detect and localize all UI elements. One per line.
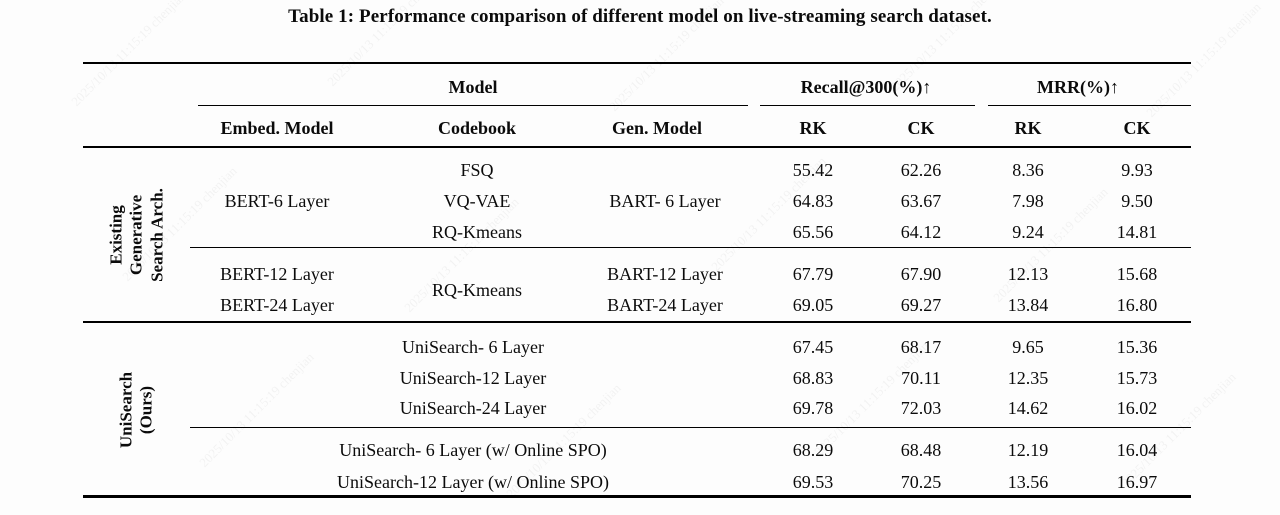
group-divider-rule (83, 321, 1191, 323)
value-cell: 9.24 (1012, 222, 1044, 242)
header-ck-recall: CK (907, 118, 935, 138)
cell-gen-bart12: BART-12 Layer (607, 264, 723, 284)
model-group-rule (198, 105, 748, 106)
value-cell: 67.45 (792, 337, 834, 357)
value-cell: 67.90 (900, 264, 942, 284)
value-cell: 9.50 (1121, 191, 1153, 211)
value-cell: 14.81 (1116, 222, 1158, 242)
value-cell: 13.56 (1007, 472, 1049, 492)
cell-model-unisearch12: UniSearch-12 Layer (399, 368, 547, 388)
value-cell: 12.19 (1007, 440, 1049, 460)
cell-codebook-fsq: FSQ (460, 160, 494, 180)
recall-group-rule (760, 105, 975, 106)
table-caption: Table 1: Performance comparison of diffe… (288, 6, 992, 27)
cell-codebook-rqkmeans-span: RQ-Kmeans (432, 280, 522, 300)
header-mrr-group: MRR(%)↑ (1037, 77, 1119, 97)
value-cell: 64.12 (900, 222, 942, 242)
cell-model-unisearch24: UniSearch-24 Layer (399, 398, 547, 418)
top-rule (83, 62, 1191, 64)
mrr-group-rule (988, 105, 1191, 106)
value-cell: 16.04 (1116, 440, 1158, 460)
value-cell: 9.93 (1121, 160, 1153, 180)
value-cell: 70.25 (900, 472, 942, 492)
group-label-existing: Existing Generative Search Arch. (106, 188, 167, 282)
value-cell: 62.26 (900, 160, 942, 180)
cell-embed-bert6: BERT-6 Layer (224, 191, 330, 211)
value-cell: 7.98 (1012, 191, 1044, 211)
value-cell: 64.83 (792, 191, 834, 211)
group-label-line: Search Arch. (147, 188, 167, 282)
value-cell: 14.62 (1007, 398, 1049, 418)
header-mid-rule (83, 146, 1191, 148)
header-gen-model: Gen. Model (612, 118, 702, 138)
cell-model-unisearch6-spo: UniSearch- 6 Layer (w/ Online SPO) (339, 440, 607, 460)
header-model-group: Model (448, 77, 498, 97)
header-rk-mrr: RK (1014, 118, 1042, 138)
header-rk-recall: RK (799, 118, 827, 138)
value-cell: 16.97 (1116, 472, 1158, 492)
value-cell: 16.02 (1116, 398, 1158, 418)
cell-gen-bart24: BART-24 Layer (607, 295, 723, 315)
group-label-line: UniSearch (116, 371, 136, 449)
value-cell: 65.56 (792, 222, 834, 242)
cell-gen-bart6: BART- 6 Layer (609, 191, 721, 211)
value-cell: 67.79 (792, 264, 834, 284)
value-cell: 72.03 (900, 398, 942, 418)
header-recall-group: Recall@300(%)↑ (800, 77, 932, 97)
group-label-line: (Ours) (137, 385, 156, 435)
cell-embed-bert12: BERT-12 Layer (220, 264, 334, 284)
value-cell: 69.27 (900, 295, 942, 315)
value-cell: 68.29 (792, 440, 834, 460)
value-cell: 55.42 (792, 160, 834, 180)
section-divider-unisearch (190, 427, 1191, 428)
value-cell: 9.65 (1012, 337, 1044, 357)
value-cell: 15.36 (1116, 337, 1158, 357)
value-cell: 68.48 (900, 440, 942, 460)
bottom-rule (83, 495, 1191, 498)
value-cell: 13.84 (1007, 295, 1049, 315)
watermark-text: 2025/10/13 11:15:19 chenjian (989, 184, 1111, 305)
group-label-line: Generative (126, 194, 146, 276)
cell-model-unisearch6: UniSearch- 6 Layer (402, 337, 544, 357)
value-cell: 69.78 (792, 398, 834, 418)
group-label-unisearch: UniSearch (Ours) (117, 372, 158, 448)
cell-model-unisearch12-spo: UniSearch-12 Layer (w/ Online SPO) (337, 472, 609, 492)
section-divider-existing (190, 247, 1191, 248)
group-label-line: Existing (106, 205, 126, 265)
header-ck-mrr: CK (1123, 118, 1151, 138)
cell-codebook-vqvae: VQ-VAE (443, 191, 511, 211)
cell-codebook-rqkmeans: RQ-Kmeans (432, 222, 522, 242)
value-cell: 12.35 (1007, 368, 1049, 388)
value-cell: 15.73 (1116, 368, 1158, 388)
value-cell: 70.11 (901, 368, 941, 388)
value-cell: 69.53 (792, 472, 834, 492)
value-cell: 69.05 (792, 295, 834, 315)
value-cell: 15.68 (1116, 264, 1158, 284)
value-cell: 16.80 (1116, 295, 1158, 315)
value-cell: 8.36 (1012, 160, 1044, 180)
value-cell: 12.13 (1007, 264, 1049, 284)
header-codebook: Codebook (437, 118, 517, 138)
value-cell: 68.17 (900, 337, 942, 357)
watermark-text: 2025/10/13 11:15:19 chenjian (196, 349, 317, 470)
value-cell: 63.67 (900, 191, 942, 211)
cell-embed-bert24: BERT-24 Layer (220, 295, 334, 315)
value-cell: 68.83 (792, 368, 834, 388)
header-embed-model: Embed. Model (220, 118, 334, 138)
